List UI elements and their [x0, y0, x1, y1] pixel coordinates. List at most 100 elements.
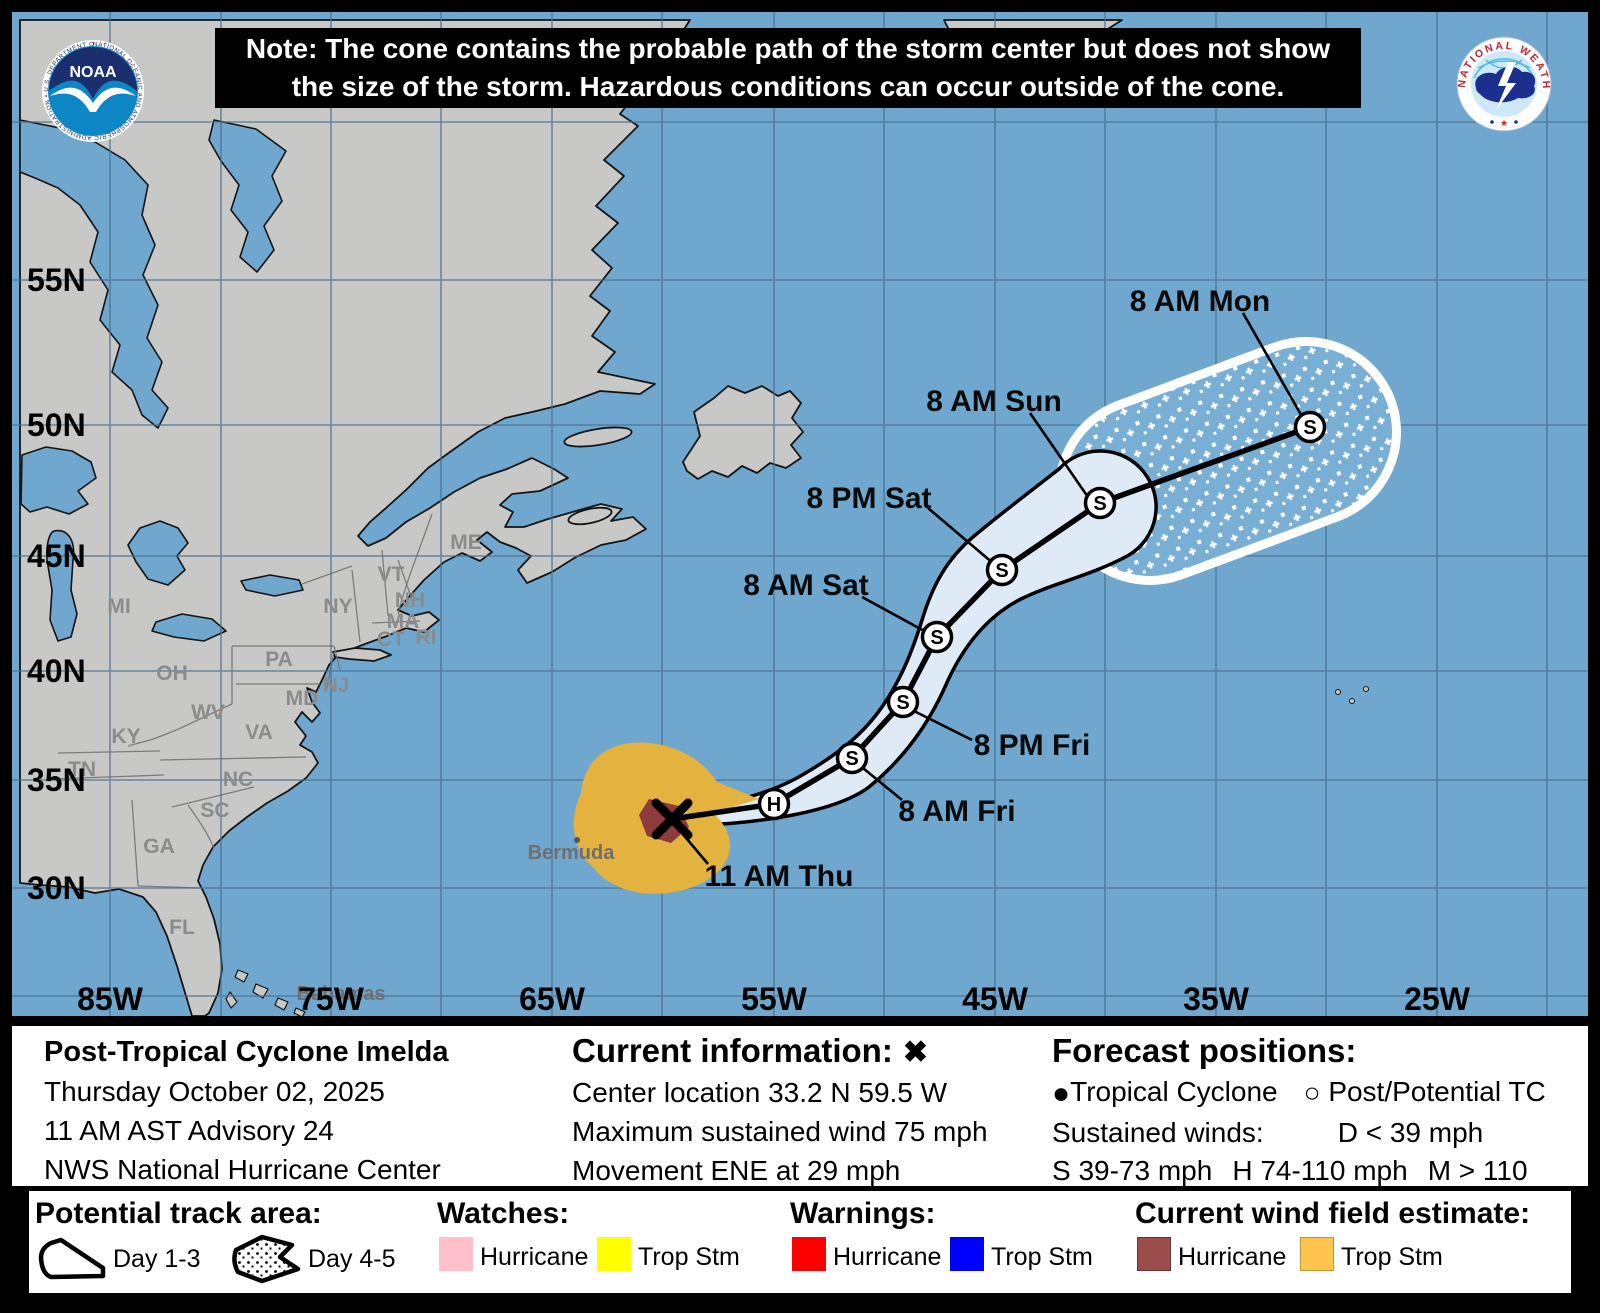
noaa-logo: NOAA NATIONAL OCEANIC AND ATMOSPHERIC AD… — [38, 34, 145, 148]
state-label-ga: GA — [143, 835, 175, 858]
current-info-heading: Current information: ✖ — [572, 1032, 988, 1070]
hurricane-watch-label: Hurricane — [480, 1243, 589, 1271]
legend: Potential track area: Day 1-3 Day 4-5 Wa… — [24, 1186, 1576, 1298]
lon-label-75w: 75W — [298, 981, 365, 1016]
day13-label: Day 1-3 — [113, 1245, 201, 1273]
lake-ontario — [240, 574, 304, 597]
warnings-heading: Warnings: — [790, 1197, 936, 1230]
post-potential-tc-label: Post/Potential TC — [1328, 1076, 1546, 1107]
lon-label-35w: 35W — [1183, 981, 1250, 1016]
current-info-heading-text: Current information: — [572, 1032, 893, 1069]
day45-cone-icon — [228, 1233, 308, 1290]
marker-letter: S — [995, 560, 1008, 582]
azores-islands — [1335, 686, 1369, 704]
place-label-bermuda: Bermuda — [528, 842, 616, 864]
center-location: Center location 33.2 N 59.5 W — [572, 1077, 948, 1108]
tropical-cyclone-label: Tropical Cyclone — [1070, 1076, 1278, 1107]
marker-letter: S — [845, 748, 858, 770]
cone-note-banner: Note: The cone contains the probable pat… — [215, 28, 1361, 108]
ungava-bay — [208, 119, 287, 273]
sustained-winds-row: Sustained winds: D < 39 mph — [1052, 1117, 1588, 1149]
marker-s-mon: S — [1293, 410, 1327, 444]
marker-s-sat-pm: S — [985, 553, 1019, 587]
day45-label: Day 4-5 — [308, 1245, 396, 1273]
state-label-nc: NC — [223, 768, 253, 791]
track-label-mon: 8 AM Mon — [1130, 285, 1271, 318]
marker-s-fri-am: S — [835, 741, 869, 775]
state-label-va: VA — [245, 721, 273, 744]
marker-s-sun: S — [1083, 486, 1117, 520]
marker-letter: S — [896, 692, 909, 714]
bermuda-island-dot — [574, 837, 580, 843]
forecast-map: H S S S S S S 11 AM Thu 8 AM Fri — [12, 12, 1588, 1016]
issuing-agency: NWS National Hurricane Center — [44, 1154, 441, 1185]
state-label-tn: TN — [68, 758, 96, 781]
state-labels: ME VT NH MA CT RI NY NJ MD PA OH WV VA K… — [68, 531, 482, 939]
marker-s-fri-pm: S — [886, 685, 920, 719]
marker-letter: S — [1093, 493, 1106, 515]
track-label-sat-pm: 8 PM Sat — [806, 482, 931, 515]
bahamas-islands — [225, 969, 306, 1016]
lat-label-45n: 45N — [27, 538, 86, 574]
lat-label-40n: 40N — [27, 653, 86, 689]
cone-day45 — [1055, 337, 1401, 585]
marker-letter: H — [767, 794, 781, 816]
nws-logo: NATIONAL WEATHER SERVICE ★ — [1451, 27, 1552, 137]
lon-label-65w: 65W — [519, 981, 586, 1016]
state-label-ky: KY — [111, 725, 140, 748]
track-time-labels: 11 AM Thu 8 AM Fri 8 PM Fri 8 AM Sat 8 P… — [705, 285, 1271, 893]
storm-name: Post-Tropical Cyclone Imelda — [44, 1036, 449, 1068]
latlon-grid — [12, 12, 1588, 1016]
tropical-storm-wind-field-swatch — [1299, 1236, 1335, 1276]
lat-label-50n: 50N — [27, 407, 86, 443]
track-label-fri-pm: 8 PM Fri — [974, 729, 1091, 762]
marker-letter: S — [1303, 417, 1316, 439]
lon-label-25w: 25W — [1404, 981, 1471, 1016]
tropical-storm-watch-label: Trop Stm — [638, 1243, 740, 1271]
post-potential-tc-symbol: ○ — [1303, 1077, 1321, 1108]
longitude-labels: 85W 75W 65W 55W 45W 35W 25W — [77, 981, 1471, 1016]
current-information: Current information: ✖ Center location 33… — [572, 1026, 988, 1187]
lat-label-30n: 30N — [27, 870, 86, 906]
newfoundland-island — [682, 385, 804, 480]
tropical-storm-warning-swatch — [950, 1237, 984, 1276]
wind-field-heading: Current wind field estimate: — [1135, 1197, 1531, 1230]
tropical-storm-watch-swatch — [597, 1237, 631, 1276]
state-label-pa: PA — [265, 648, 293, 671]
lake-michigan — [46, 529, 78, 642]
watches-heading: Watches: — [437, 1197, 570, 1230]
label-pointer-lines — [675, 312, 1306, 865]
hurricane-wind-field-swatch — [1136, 1236, 1172, 1276]
state-label-ny: NY — [323, 595, 352, 618]
state-label-fl: FL — [169, 916, 195, 939]
track-label-fri-am: 8 AM Fri — [898, 795, 1015, 828]
state-label-me: ME — [450, 531, 482, 554]
hurricane-watch-swatch — [439, 1237, 473, 1276]
state-borders — [51, 513, 433, 889]
state-label-sc: SC — [200, 799, 229, 822]
advisory-info-panel: Post-Tropical Cyclone Imelda Thursday Oc… — [12, 1026, 1588, 1218]
forecast-markers: H S S S S S S — [757, 410, 1327, 821]
lon-label-55w: 55W — [741, 981, 808, 1016]
noaa-seagull-icon — [50, 87, 136, 112]
max-sustained-wind: Maximum sustained wind 75 mph — [572, 1116, 988, 1147]
storm-movement: Movement ENE at 29 mph — [572, 1155, 901, 1186]
state-label-wv: WV — [191, 701, 225, 724]
day13-cone-icon — [37, 1236, 109, 1287]
track-label-thu: 11 AM Thu — [705, 860, 854, 893]
tropical-storm-warning-label: Trop Stm — [991, 1243, 1093, 1271]
state-label-nh: NH — [395, 589, 425, 612]
forecast-positions-key: Forecast positions: ●Tropical Cyclone ○ P… — [1052, 1026, 1588, 1219]
track-label-sun: 8 AM Sun — [926, 385, 1062, 418]
lat-label-55n: 55N — [27, 262, 86, 298]
lon-label-45w: 45W — [962, 981, 1029, 1016]
hudson-bay — [19, 119, 169, 429]
potential-track-area-heading: Potential track area: — [35, 1197, 322, 1230]
place-label-bahamas: Bahamas — [297, 983, 386, 1005]
sustained-winds-label: Sustained winds: — [1052, 1117, 1264, 1148]
nws-lightning-bolt-icon — [1496, 62, 1516, 110]
nws-stars: ★ — [1500, 118, 1508, 128]
hurricane-warning-swatch — [792, 1237, 826, 1276]
advisory-date: Thursday October 02, 2025 — [44, 1076, 385, 1107]
